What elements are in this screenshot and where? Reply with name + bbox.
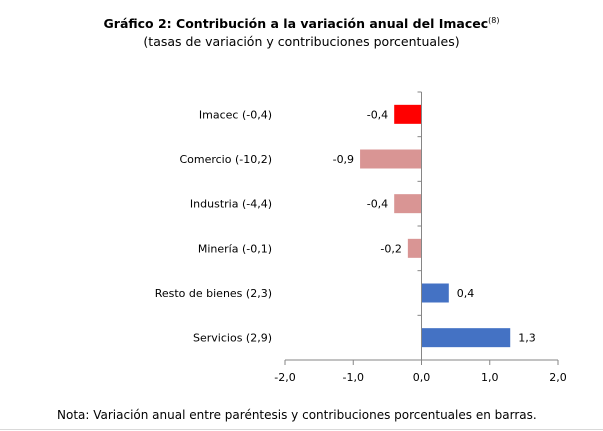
data-label-2: -0,4	[367, 198, 388, 211]
category-label-5: Servicios (2,9)	[193, 332, 272, 345]
bar-3	[407, 238, 422, 258]
bar-0	[394, 104, 422, 124]
chart-subtitle: (tasas de variación y contribuciones por…	[143, 34, 460, 49]
bar-2	[394, 194, 422, 214]
bottom-divider	[0, 429, 603, 430]
category-label-0: Imacec (-0,4)	[199, 108, 272, 121]
bar-chart: -0,4 Imacec (-0,4) -0,9 Comercio (-10,2) -0,…	[155, 91, 567, 384]
category-label-1: Comercio (-10,2)	[179, 153, 272, 166]
chart-title: Gráfico 2: Contribución a la variación a…	[0, 16, 603, 31]
x-tick-label-4: 2,0	[549, 371, 567, 384]
bar-4	[421, 283, 449, 303]
category-label-3: Minería (-0,1)	[198, 242, 272, 255]
bar-1	[360, 149, 422, 169]
data-label-5: 1,3	[518, 332, 536, 345]
chart-title-text: Gráfico 2: Contribución a la variación a…	[103, 16, 489, 32]
title-footnote-ref: (8)	[488, 16, 500, 25]
category-label-4: Resto de bienes (2,3)	[155, 287, 272, 300]
data-label-4: 0,4	[457, 287, 475, 300]
data-label-1: -0,9	[333, 153, 354, 166]
x-tick-label-1: -1,0	[343, 371, 364, 384]
x-tick-label-2: 0,0	[413, 371, 431, 384]
data-label-3: -0,2	[380, 242, 401, 255]
category-label-2: Industria (-4,4)	[190, 198, 272, 211]
chart-note: Nota: Variación anual entre paréntesis y…	[57, 408, 537, 422]
data-label-0: -0,4	[367, 108, 388, 121]
x-tick-label-0: -2,0	[274, 371, 295, 384]
bar-5	[421, 328, 511, 348]
x-tick-label-3: 1,0	[481, 371, 499, 384]
